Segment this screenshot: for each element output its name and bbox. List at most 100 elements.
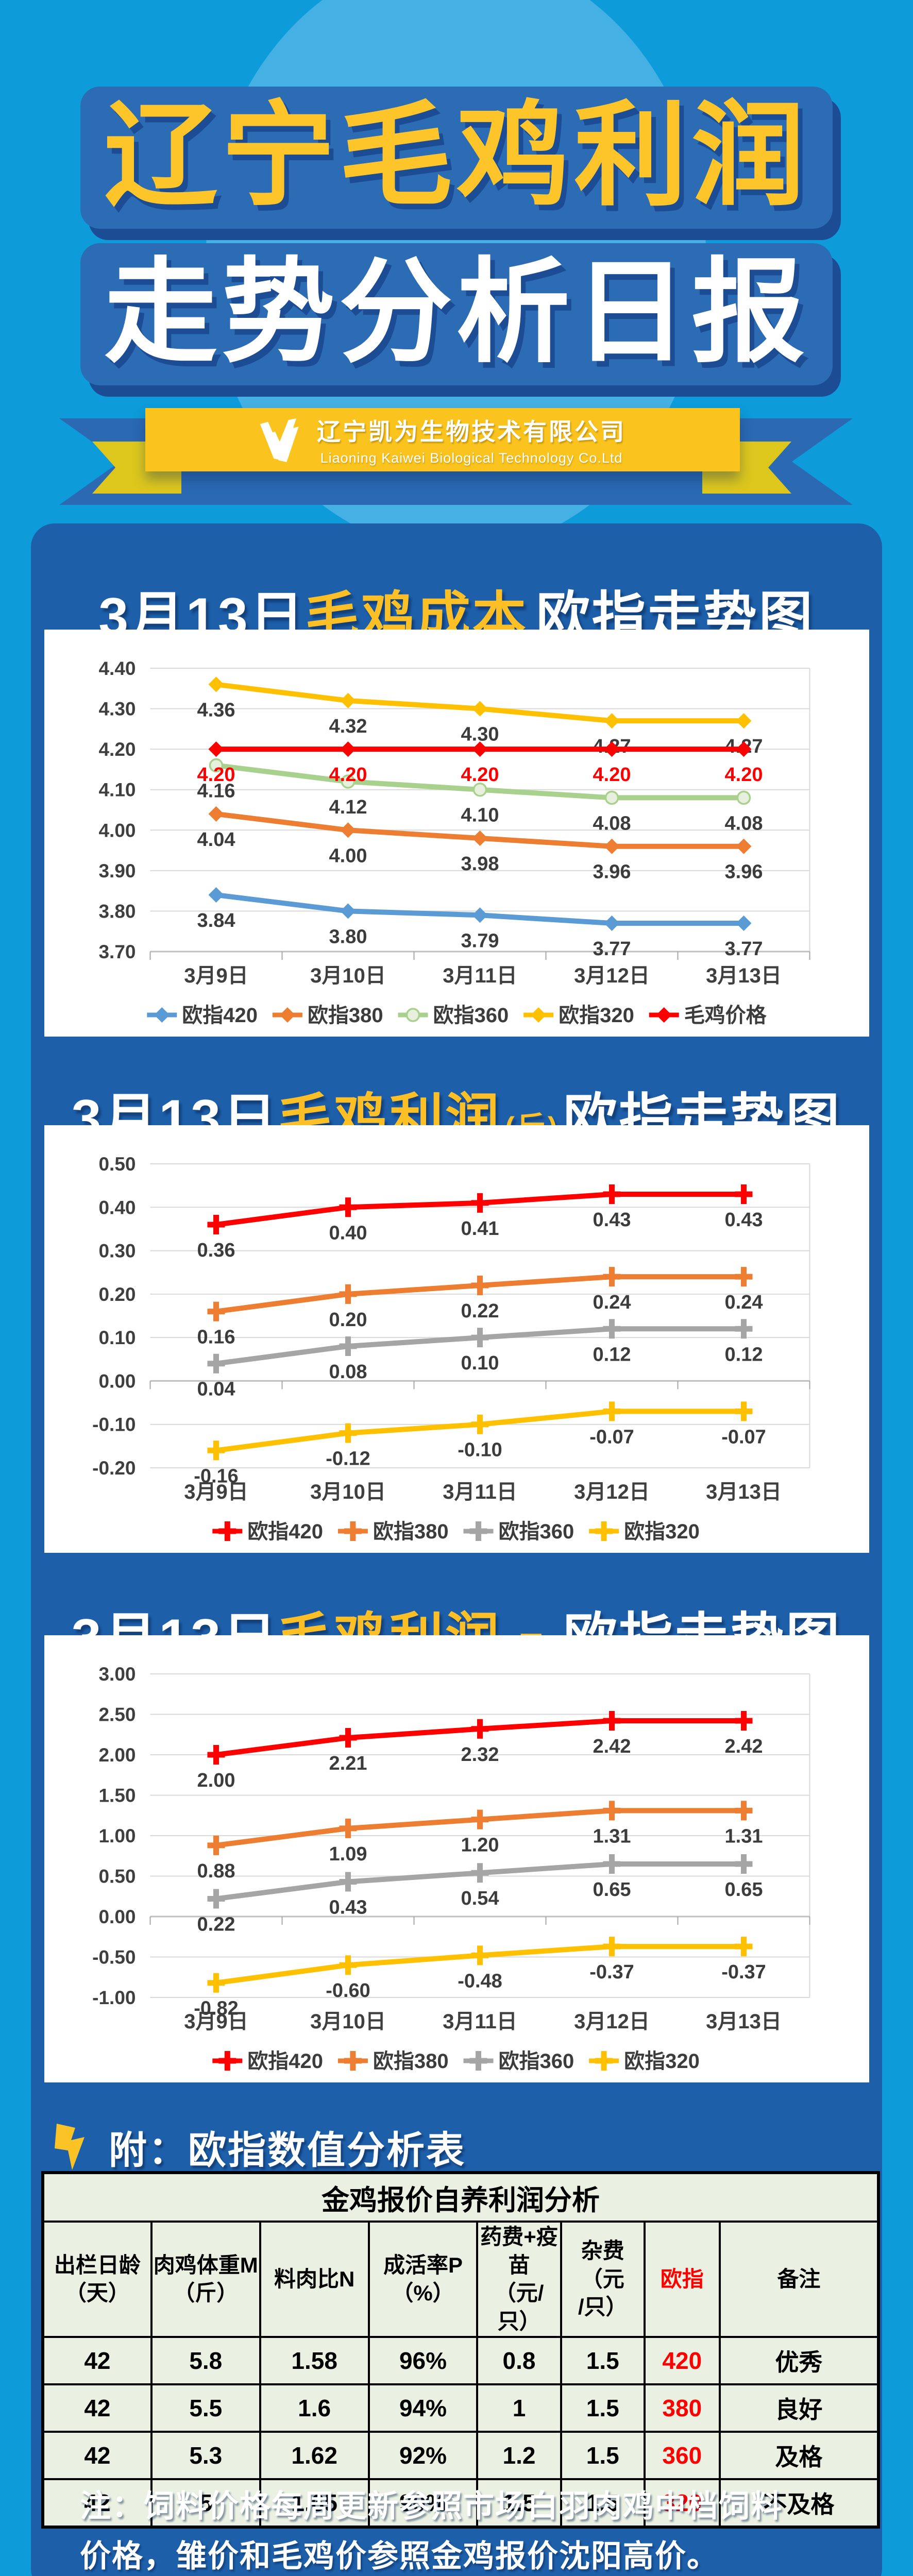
marker-plus — [207, 1215, 225, 1234]
y-axis-label: -0.10 — [92, 1414, 136, 1435]
company-name-en: Liaoning Kaiwei Biological Technology Co… — [320, 450, 623, 466]
data-label: 2.42 — [725, 1736, 763, 1757]
marker-plus — [735, 1801, 753, 1821]
x-axis-label: 3月12日 — [574, 964, 650, 987]
data-label: -0.60 — [326, 1980, 370, 2002]
y-axis-label: 2.00 — [98, 1744, 136, 1766]
marker-circle — [736, 790, 751, 805]
table-cell: 1.5 — [560, 2383, 646, 2433]
company-banner: 辽宁凯为生物技术有限公司 Liaoning Kaiwei Biological … — [145, 408, 740, 471]
legend-label: 欧指360 — [499, 2050, 574, 2073]
marker-plus — [595, 2051, 613, 2071]
data-label: 0.04 — [197, 1379, 235, 1400]
marker-plus — [471, 1193, 489, 1213]
legend-label: 欧指320 — [624, 1520, 700, 1543]
table-header-cell: 成活率P （%） — [367, 2220, 479, 2338]
legend-label: 欧指380 — [373, 2050, 449, 2073]
marker-plus — [207, 1835, 225, 1855]
marker-plus — [471, 1328, 489, 1348]
data-label: -0.37 — [721, 1961, 766, 1983]
table-cell: 5.5 — [150, 2383, 261, 2433]
marker-plus — [735, 1854, 753, 1874]
table-cell: 420 — [643, 2336, 721, 2386]
marker-plus — [344, 2051, 362, 2071]
data-label: 4.08 — [593, 812, 631, 834]
poster-title-line1: 辽宁毛鸡利润 — [80, 87, 833, 229]
marker-diamond — [208, 806, 224, 822]
marker-plus — [603, 1319, 621, 1339]
profit-jin-chart-card: 0.50 0.40 0.30 0.20 0.10 0.00 -0.10 -0.20 3月9日 3月… — [44, 1125, 869, 1553]
marker-diamond — [656, 1007, 672, 1023]
table-cell: 1 — [476, 2383, 562, 2433]
table-title: 金鸡报价自养利润分析 — [42, 2172, 880, 2223]
data-label: 3.77 — [593, 938, 631, 960]
marker-plus — [603, 1854, 621, 1874]
data-label: 0.12 — [725, 1344, 763, 1365]
y-axis-label: 0.00 — [98, 1906, 136, 1927]
data-label: 3.98 — [461, 853, 499, 875]
company-name-cn: 辽宁凯为生物技术有限公司 — [317, 418, 626, 445]
marker-diamond — [531, 1007, 547, 1023]
y-axis-label: 0.50 — [98, 1154, 136, 1175]
x-axis-label: 3月9日 — [184, 1481, 248, 1503]
y-axis-label: 0.20 — [98, 1284, 136, 1305]
marker-plus — [471, 1863, 489, 1883]
profit-zhi-chart: 3.00 2.50 2.00 1.50 1.00 0.50 0.00 -0.50 -1.00 3月… — [92, 1664, 810, 2073]
data-label: 0.16 — [197, 1327, 235, 1348]
data-label: -0.10 — [458, 1439, 502, 1461]
legend-label: 欧指380 — [373, 1520, 449, 1543]
table-cell: 380 — [643, 2383, 721, 2433]
marker-plus — [339, 1728, 357, 1748]
data-label: 0.22 — [461, 1300, 499, 1322]
marker-plus — [207, 1973, 225, 1993]
analysis-table: 金鸡报价自养利润分析 出栏日龄 （天） 肉鸡体重M （斤） 料肉比N 成活率P （%） 药费+疫… — [41, 2171, 880, 2529]
data-label: 3.96 — [725, 861, 763, 883]
main-panel: 3月13日毛鸡成本 欧指走势图 4.40 4.30 4.20 4.10 4.00 3.90 3… — [31, 523, 882, 2576]
y-axis-label: 4.40 — [98, 658, 136, 679]
x-axis-label: 3月11日 — [443, 1481, 517, 1503]
x-axis-label: 3月9日 — [184, 964, 248, 987]
profit-jin-chart: 0.50 0.40 0.30 0.20 0.10 0.00 -0.10 -0.20 3月9日 3月… — [92, 1154, 810, 1543]
data-label: 0.54 — [461, 1888, 499, 1909]
data-label: 4.20 — [725, 764, 763, 786]
marker-plus — [471, 1719, 489, 1739]
table-cell: 42 — [42, 2336, 153, 2386]
table-cell: 5 — [150, 2478, 261, 2529]
marker-circle — [209, 758, 224, 773]
poster-title-line2: 走势分析日报 — [80, 243, 833, 386]
table-cell: 1.5 — [560, 2478, 646, 2529]
data-label: -0.07 — [589, 1426, 634, 1448]
data-label: -0.37 — [589, 1961, 634, 1983]
marker-plus — [344, 1521, 362, 1541]
data-label: 4.20 — [329, 764, 367, 786]
marker-plus — [207, 1301, 225, 1321]
data-label: 0.10 — [461, 1352, 499, 1374]
table-cell: 1.2 — [476, 2431, 562, 2481]
x-axis-label: 3月10日 — [310, 964, 386, 987]
table-cell: 96% — [367, 2336, 479, 2386]
marker-diamond — [472, 831, 488, 846]
marker-plus — [471, 1809, 489, 1829]
data-label: 4.36 — [197, 699, 235, 721]
data-label: -0.48 — [458, 1970, 502, 1992]
marker-plus — [471, 1945, 489, 1965]
data-label: 0.22 — [197, 1913, 235, 1935]
marker-diamond — [604, 741, 620, 757]
legend-label: 欧指380 — [308, 1004, 383, 1027]
table-cell: 42 — [42, 2431, 153, 2481]
table-cell: 1.6 — [259, 2383, 370, 2433]
data-label: 0.65 — [593, 1879, 631, 1901]
company-logo-icon — [260, 418, 299, 462]
marker-plus — [339, 1955, 357, 1975]
data-label: 4.16 — [197, 781, 235, 802]
marker-diamond — [736, 741, 752, 757]
table-cell: 5.8 — [150, 2336, 261, 2386]
data-label: 2.32 — [461, 1744, 499, 1766]
data-label: 4.12 — [329, 796, 367, 818]
table-cell: 360 — [643, 2431, 721, 2481]
marker-plus — [469, 1521, 487, 1541]
data-label: 4.20 — [593, 764, 631, 786]
y-axis-label: -1.00 — [92, 1987, 136, 2008]
marker-diamond — [340, 692, 356, 708]
x-axis-label: 3月12日 — [574, 1481, 650, 1503]
